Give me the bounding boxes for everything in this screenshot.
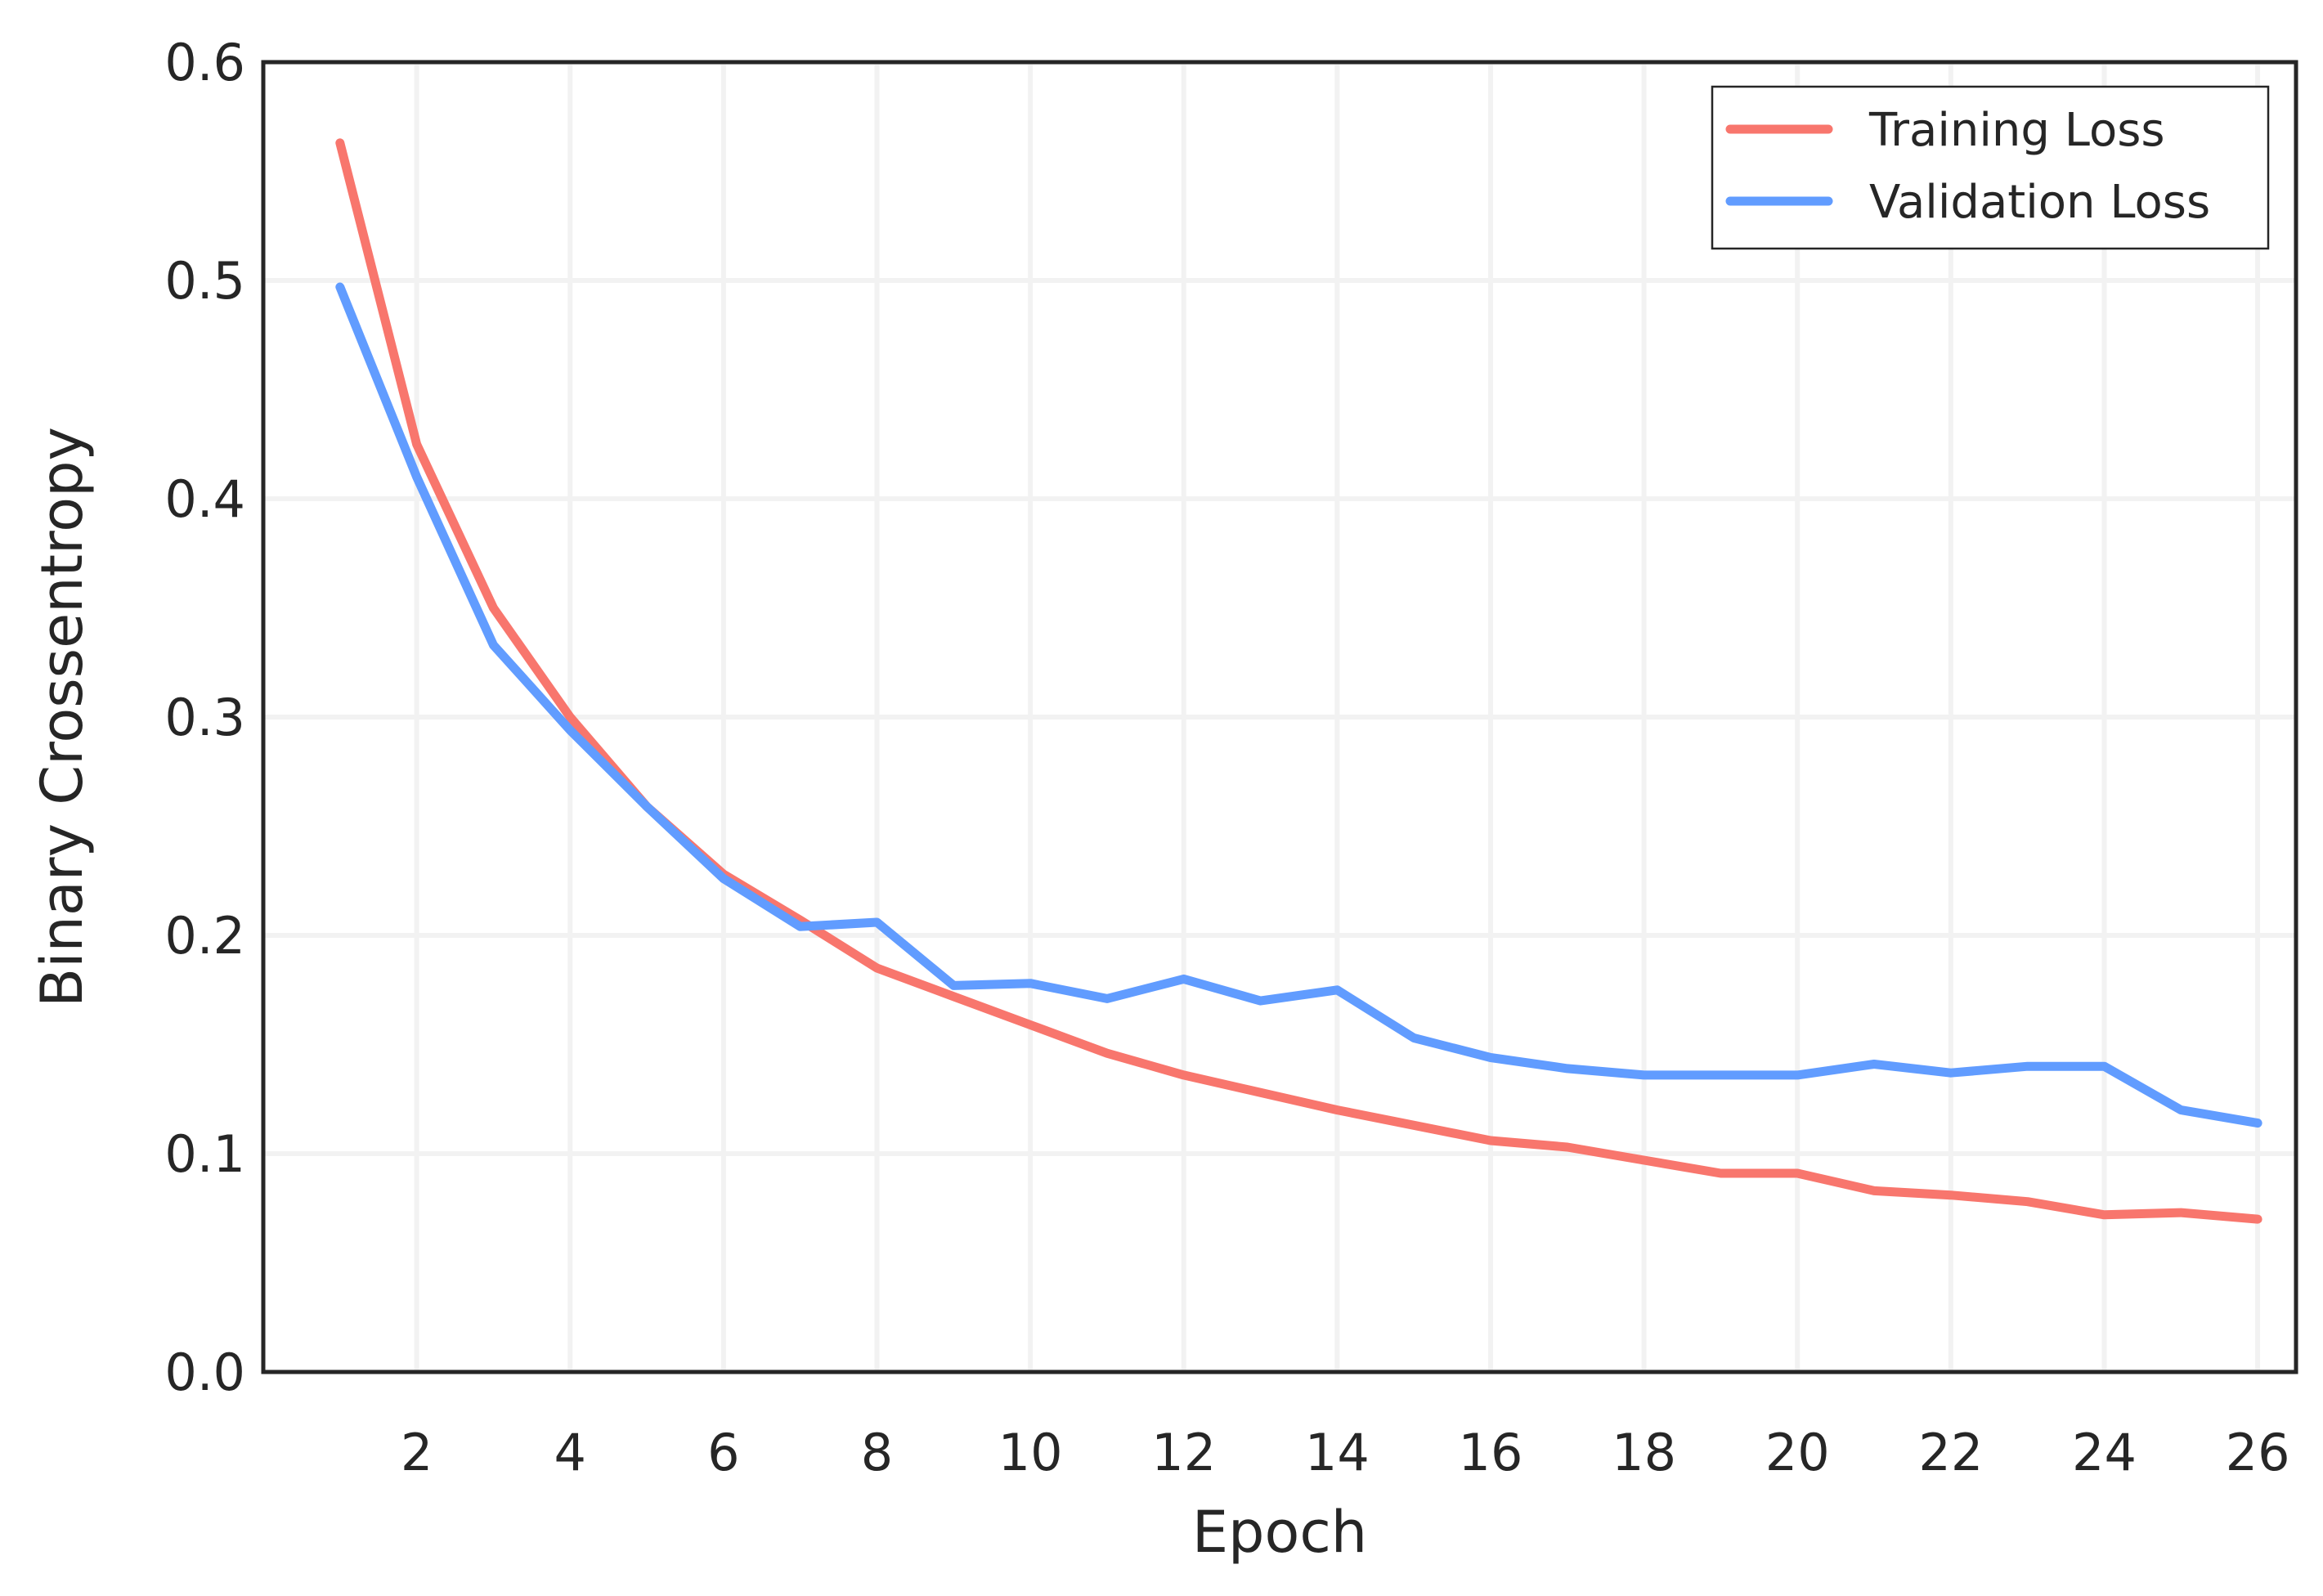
- y-tick-label: 0.1: [164, 1124, 245, 1184]
- plot-frame: [261, 60, 2298, 1374]
- y-axis-title: Binary Crossentropy: [29, 427, 96, 1007]
- x-tick-label: 12: [1151, 1423, 1216, 1482]
- y-tick-label: 0.0: [164, 1343, 245, 1402]
- x-tick-label: 8: [861, 1423, 893, 1482]
- y-axis-ticks: 0.0 0.1 0.2 0.3 0.4 0.5 0.6: [164, 33, 245, 1402]
- legend: Training Loss Validation Loss: [1711, 85, 2270, 250]
- x-tick-label: 6: [707, 1423, 739, 1482]
- x-tick-label: 26: [2226, 1423, 2290, 1482]
- x-tick-label: 22: [1918, 1423, 1983, 1482]
- y-tick-label: 0.2: [164, 906, 245, 966]
- y-tick-label: 0.6: [164, 33, 245, 92]
- legend-label: Validation Loss: [1869, 176, 2210, 229]
- y-tick-label: 0.5: [164, 251, 245, 311]
- x-tick-label: 14: [1305, 1423, 1370, 1482]
- x-tick-label: 24: [2072, 1423, 2137, 1482]
- x-axis-title: Epoch: [1192, 1499, 1367, 1566]
- y-tick-label: 0.4: [164, 469, 245, 529]
- series-lines: [335, 138, 2262, 1224]
- x-tick-label: 18: [1612, 1423, 1676, 1482]
- x-axis-ticks: 2 4 6 8 10 12 14 16 18 20 22 24 26: [401, 1423, 2290, 1482]
- x-tick-label: 20: [1765, 1423, 1830, 1482]
- series-line: [335, 282, 2262, 1128]
- legend-box: [1711, 85, 2270, 250]
- x-tick-label: 10: [998, 1423, 1063, 1482]
- legend-label: Training Loss: [1868, 104, 2165, 157]
- x-tick-label: 2: [401, 1423, 433, 1482]
- y-tick-label: 0.3: [164, 688, 245, 747]
- series-line: [335, 138, 2262, 1224]
- x-tick-label: 16: [1459, 1423, 1523, 1482]
- x-tick-label: 4: [554, 1423, 586, 1482]
